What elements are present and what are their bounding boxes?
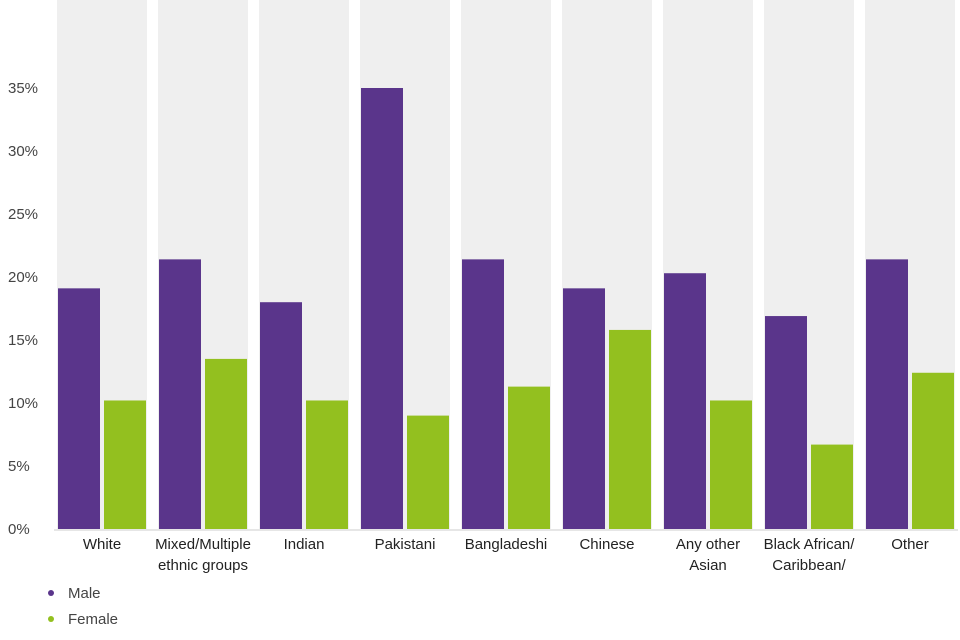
legend-dot-icon — [48, 616, 54, 622]
y-tick-label: 30% — [8, 143, 38, 160]
legend-item-female: Female — [48, 606, 118, 632]
bar-male — [159, 259, 201, 529]
x-category-label: Black African/ — [764, 536, 856, 553]
legend-item-male: Male — [48, 580, 118, 606]
legend-dot-icon — [48, 590, 54, 596]
x-category-label: White — [83, 536, 121, 553]
bar-female — [104, 400, 146, 529]
x-category-label: Asian — [689, 557, 727, 574]
x-category-label: British — [788, 578, 830, 580]
bar-male — [462, 259, 504, 529]
bar-female — [811, 444, 853, 529]
bar-male — [563, 288, 605, 529]
x-category-label: Other — [891, 536, 929, 553]
x-category-label: Indian — [284, 536, 325, 553]
x-category-label: Pakistani — [375, 536, 436, 553]
x-category-label: Any other — [676, 536, 740, 553]
x-category-label: Mixed/Multiple — [155, 536, 251, 553]
legend-label: Male — [68, 584, 101, 602]
y-tick-label: 35% — [8, 80, 38, 97]
x-category-label: ethnic groups — [158, 557, 248, 574]
bar-female — [407, 415, 449, 529]
x-category-label: Chinese — [579, 536, 634, 553]
bar-male — [664, 273, 706, 529]
y-tick-label: 10% — [8, 395, 38, 412]
bar-male — [58, 288, 100, 529]
bar-chart: 0% 5% 10% 15% 20% 25% 30% 35% White Mixed/Multipl… — [8, 0, 958, 580]
bar-male — [866, 259, 908, 529]
bar-female — [912, 372, 954, 529]
y-tick-label: 15% — [8, 332, 38, 349]
y-tick-label: 0% — [8, 521, 30, 538]
y-tick-label: 25% — [8, 206, 38, 223]
bar-female — [508, 386, 550, 529]
bar-female — [306, 400, 348, 529]
chart-legend: Male Female — [48, 580, 118, 632]
bar-female — [609, 329, 651, 529]
legend-label: Female — [68, 610, 119, 628]
y-tick-label: 5% — [8, 458, 30, 475]
bar-male — [260, 302, 302, 529]
bar-male — [361, 88, 403, 529]
bar-male — [765, 316, 807, 529]
y-tick-label: 20% — [8, 269, 38, 286]
bar-female — [205, 358, 247, 529]
x-category-label: Caribbean/ — [772, 557, 846, 574]
x-category-label: Bangladeshi — [465, 536, 548, 553]
bar-female — [710, 400, 752, 529]
